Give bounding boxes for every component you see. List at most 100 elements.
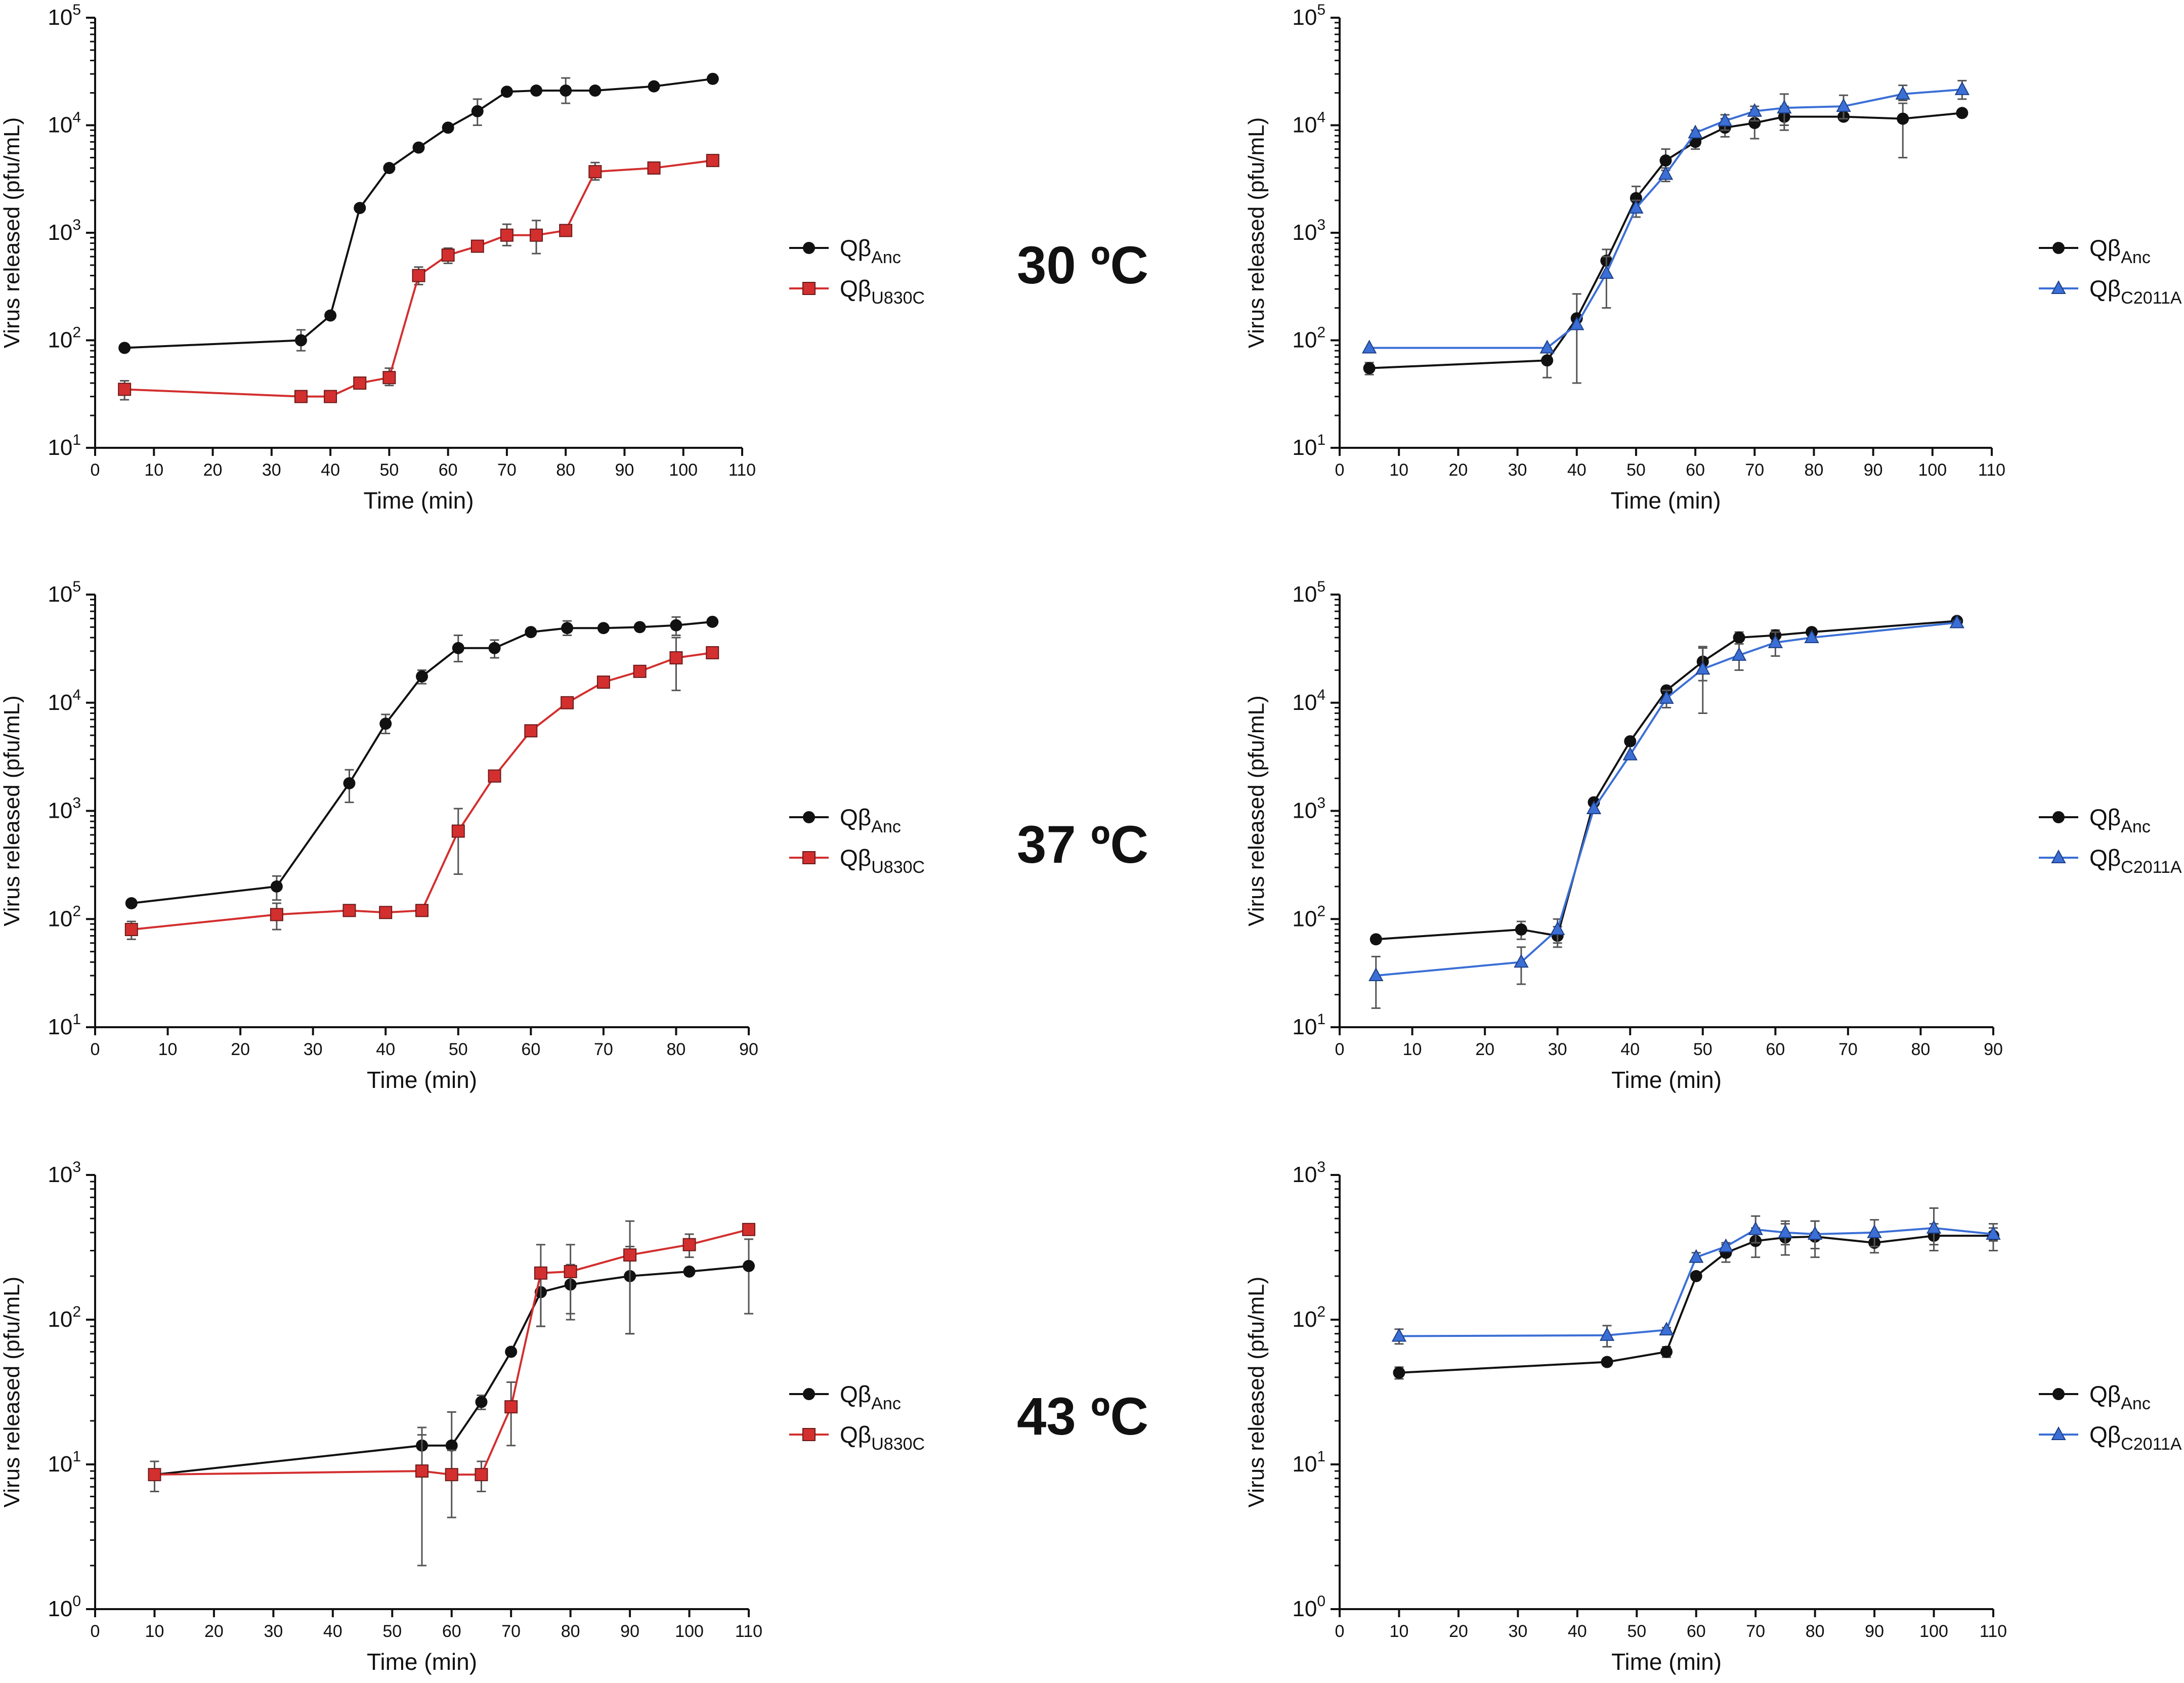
x-tick-label: 30	[264, 1622, 283, 1641]
x-tick-label: 80	[1806, 1622, 1825, 1641]
chart-43C-C2011A: 0 10 20 30 40 50 60 70 80 90 100 110 100 101 102 103 Tim…	[1244, 1159, 2182, 1675]
data-point	[669, 651, 683, 665]
y-tick-label: 105	[48, 578, 81, 607]
data-point	[1369, 933, 1382, 946]
series-QβAnc	[1369, 615, 1963, 948]
error-bar	[417, 1434, 426, 1567]
x-tick-label: 20	[203, 460, 223, 480]
data-point	[324, 309, 337, 322]
legend-label: QβC2011A	[2089, 845, 2182, 877]
data-point	[500, 228, 513, 242]
x-tick-label: 110	[1978, 460, 2005, 480]
data-point	[1718, 112, 1733, 127]
y-tick-label: 102	[1292, 324, 1325, 353]
data-point	[1777, 100, 1792, 114]
data-point	[534, 1266, 547, 1280]
legend-marker	[802, 282, 816, 295]
legend-marker	[2051, 1426, 2066, 1440]
data-point	[1660, 1345, 1673, 1358]
legend-marker	[803, 1388, 815, 1400]
series-QβU830C	[124, 637, 719, 940]
data-point	[451, 824, 465, 838]
error-bar	[566, 1244, 575, 1321]
y-tick-label: 103	[48, 217, 81, 245]
legend-entry: QβAnc	[789, 1381, 901, 1413]
y-tick-label: 101	[48, 1448, 81, 1477]
data-point	[525, 626, 537, 639]
data-point	[1956, 107, 1968, 119]
data-point	[1807, 1226, 1823, 1240]
data-point	[1624, 735, 1637, 747]
data-point	[270, 908, 283, 921]
y-tick-label: 104	[1292, 687, 1325, 715]
error-bar	[1371, 955, 1381, 1009]
x-tick-label: 10	[1403, 1040, 1422, 1059]
temperature-label-30: 30 ºC	[1017, 236, 1149, 295]
data-point	[412, 141, 425, 154]
data-point	[560, 85, 572, 97]
data-point	[383, 162, 396, 175]
data-point	[647, 161, 661, 175]
x-tick-label: 10	[144, 460, 163, 480]
error-bar	[1698, 646, 1707, 714]
series-line	[1376, 620, 1957, 941]
legend-marker	[802, 851, 816, 864]
x-axis-label: Time (min)	[367, 1649, 477, 1675]
x-tick-label: 30	[304, 1040, 323, 1059]
x-tick-label: 20	[204, 1622, 224, 1641]
x-tick-label: 50	[1626, 460, 1646, 480]
data-point	[294, 334, 307, 347]
data-point	[353, 376, 367, 390]
data-point	[530, 228, 543, 242]
y-tick-label: 100	[1292, 1593, 1325, 1621]
legend-label: QβAnc	[840, 804, 901, 836]
legend-entry: QβAnc	[2039, 235, 2151, 267]
x-tick-label: 70	[1838, 1040, 1858, 1059]
x-axis-label: Time (min)	[367, 1067, 477, 1093]
chart-30C-U830C: 0 10 20 30 40 50 60 70 80 90 100 110 101 102 103 104 105…	[0, 2, 925, 514]
x-tick-label: 10	[1390, 1622, 1409, 1641]
error-bar	[453, 808, 463, 875]
legend-label: QβAnc	[2089, 1381, 2151, 1413]
x-tick-label: 50	[449, 1040, 468, 1059]
x-tick-label: 50	[1693, 1040, 1712, 1059]
temperature-label-37: 37 ºC	[1017, 815, 1149, 874]
data-point	[561, 696, 574, 709]
data-point	[1391, 1328, 1407, 1342]
y-tick-label: 100	[48, 1593, 81, 1621]
data-point	[1550, 921, 1565, 935]
data-point	[1718, 1238, 1734, 1252]
x-tick-label: 60	[521, 1040, 540, 1059]
data-point	[1622, 746, 1638, 761]
legend-entry: QβU830C	[789, 845, 925, 877]
error-bar	[744, 1238, 753, 1315]
data-point	[524, 724, 538, 738]
temperature-label-43: 43 ºC	[1017, 1387, 1149, 1446]
data-point	[416, 670, 428, 683]
data-point	[504, 1400, 518, 1414]
data-point	[343, 777, 356, 789]
legend-entry: QβAnc	[789, 804, 901, 836]
data-point	[706, 615, 719, 628]
x-tick-label: 70	[1746, 1622, 1765, 1641]
x-axis-label: Time (min)	[1611, 1649, 1722, 1675]
x-tick-label: 60	[439, 460, 458, 480]
x-tick-label: 80	[556, 460, 575, 480]
data-point	[1895, 86, 1910, 100]
error-bar	[625, 1220, 635, 1335]
y-tick-label: 104	[1292, 109, 1325, 138]
y-tick-label: 103	[48, 1159, 81, 1187]
legend-marker	[2051, 849, 2066, 863]
data-point	[1689, 136, 1702, 148]
x-axis-label: Time (min)	[363, 487, 474, 514]
x-tick-label: 20	[1448, 460, 1468, 480]
x-axis-label: Time (min)	[1611, 1067, 1722, 1093]
legend-label: QβU830C	[840, 845, 925, 877]
y-tick-label: 102	[48, 903, 81, 931]
y-tick-label: 104	[48, 109, 81, 138]
x-tick-label: 90	[620, 1622, 639, 1641]
data-point	[1986, 1226, 2001, 1240]
y-axis-label: Virus released (pfu/mL)	[0, 117, 24, 349]
legend-entry: QβAnc	[2039, 1381, 2151, 1413]
